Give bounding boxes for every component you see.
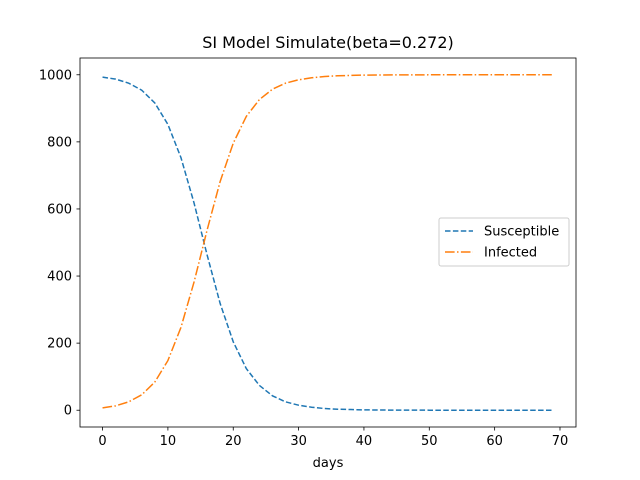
- x-tick-label: 60: [486, 434, 503, 449]
- legend-box: [438, 217, 570, 267]
- y-tick-label: 400: [47, 270, 72, 285]
- x-tick-label: 40: [356, 434, 373, 449]
- y-tick-label: 200: [47, 337, 72, 352]
- series-line-susceptible: [102, 76, 554, 411]
- legend-label-infected: Infected: [484, 246, 537, 261]
- x-tick-label: 50: [421, 434, 438, 449]
- axes-frame: [79, 57, 577, 428]
- y-tick-label: 1000: [39, 68, 72, 83]
- y-axis: 0 200 400 600 800 1000: [39, 68, 80, 419]
- legend-label-susceptible: Susceptible: [484, 225, 559, 240]
- y-tick-label: 600: [47, 202, 72, 217]
- chart-title: SI Model Simulate(beta=0.272): [202, 33, 454, 52]
- x-tick-label: 10: [160, 434, 177, 449]
- x-axis-label: days: [313, 456, 344, 471]
- x-tick-label: 20: [225, 434, 242, 449]
- x-tick-label: 70: [552, 434, 569, 449]
- y-tick-label: 0: [64, 404, 72, 419]
- x-axis: 0 10 20 30 40 50 60 70: [98, 427, 568, 449]
- x-tick-label: 30: [290, 434, 307, 449]
- legend: Susceptible Infected: [438, 217, 570, 267]
- series-line-infected: [102, 74, 554, 409]
- y-tick-label: 800: [47, 135, 72, 150]
- x-tick-label: 0: [98, 434, 106, 449]
- plot-area: [79, 57, 577, 428]
